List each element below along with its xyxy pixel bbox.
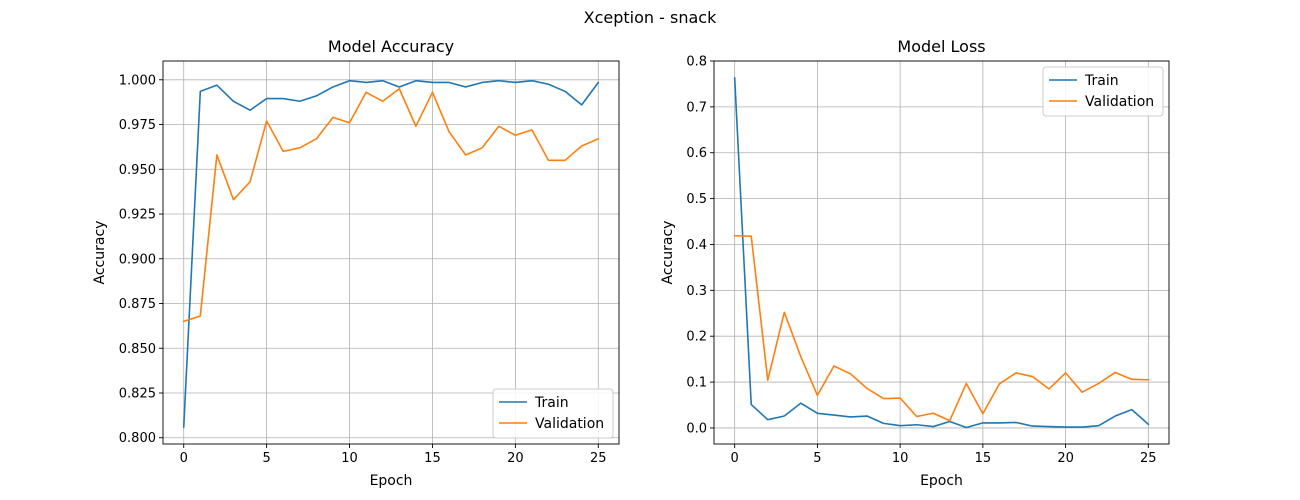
chart-1-legend-label-train: Train [1084, 73, 1119, 89]
chart-1-axes-frame [713, 60, 1170, 445]
chart-1-y-tick-label-0: 0.0 [686, 421, 707, 436]
chart-1-y-tick-label-7: 0.7 [686, 100, 707, 115]
chart-1-y-tick-label-2: 0.2 [686, 330, 707, 345]
chart-0-y-tick-label-5: 0.925 [119, 208, 156, 223]
chart-1-x-axis-label: Epoch [920, 473, 963, 489]
chart-1-series-line-train [733, 77, 1150, 429]
chart-0-y-axis-label: Accuracy [92, 221, 108, 285]
chart-0-y-tick-label-0: 0.800 [119, 431, 156, 446]
figure-suptitle: Xception - snack [584, 8, 717, 27]
chart-1-x-tick-label-2: 10 [892, 451, 909, 466]
chart-0-x-tick-label-0: 0 [180, 451, 188, 466]
chart-1-x-tick-label-0: 0 [731, 451, 739, 466]
chart-0-x-tick-label-4: 20 [507, 451, 524, 466]
chart-0-axes-frame [162, 60, 620, 445]
chart-1-x-tick-label-4: 20 [1057, 451, 1074, 466]
chart-0-y-tick-label-8: 1.000 [119, 73, 156, 88]
chart-1-y-tick-label-6: 0.6 [686, 146, 707, 161]
chart-1-y-axis-label: Accuracy [660, 221, 676, 285]
chart-0-legend: Train Validation [492, 388, 614, 439]
chart-1-y-tick-label-5: 0.5 [686, 192, 707, 207]
chart-1-title: Model Loss [897, 37, 985, 56]
chart-1-x-tick-label-3: 15 [975, 451, 992, 466]
chart-1-y-tick-label-8: 0.8 [686, 55, 707, 70]
chart-1-y-tick-label-4: 0.4 [686, 238, 707, 253]
chart-0-x-tick-label-3: 15 [424, 451, 441, 466]
chart-1-legend: Train Validation [1042, 66, 1164, 117]
chart-1-y-tick-label-1: 0.1 [686, 376, 707, 391]
chart-1-series-line-validation [733, 234, 1150, 422]
chart-1-x-tick-label-1: 5 [813, 451, 821, 466]
chart-0-series-line-validation [182, 87, 600, 323]
chart-0-y-tick-label-4: 0.900 [119, 252, 156, 267]
chart-0-x-axis-label: Epoch [370, 473, 413, 489]
chart-1-x-tick-label-5: 25 [1140, 451, 1157, 466]
chart-0-x-tick-label-5: 25 [590, 451, 607, 466]
chart-1-legend-label-validation: Validation [1085, 94, 1154, 110]
chart-0-series-line-train [182, 79, 600, 428]
chart-0-x-tick-label-1: 5 [262, 451, 270, 466]
chart-1-y-tick-label-3: 0.3 [686, 284, 707, 299]
chart-0-y-tick-label-3: 0.875 [119, 297, 156, 312]
chart-0-legend-label-validation: Validation [535, 416, 604, 432]
chart-0-y-tick-label-1: 0.825 [119, 386, 156, 401]
chart-0-y-tick-label-2: 0.850 [119, 342, 156, 357]
loss-chart: 0 5 10 15 20 25 0.0 0.1 0.2 0.3 0.4 0.5 0.6 0.7 0.8 Mod… [660, 37, 1170, 489]
chart-0-legend-label-train: Train [534, 395, 569, 411]
chart-0-y-tick-label-7: 0.975 [119, 118, 156, 133]
chart-0-x-tick-label-2: 10 [341, 451, 358, 466]
chart-0-y-tick-label-6: 0.950 [119, 163, 156, 178]
accuracy-chart: 0 5 10 15 20 25 0.800 0.825 0.850 0.875 0.900 0.925… [92, 37, 620, 489]
chart-0-title: Model Accuracy [328, 37, 454, 56]
